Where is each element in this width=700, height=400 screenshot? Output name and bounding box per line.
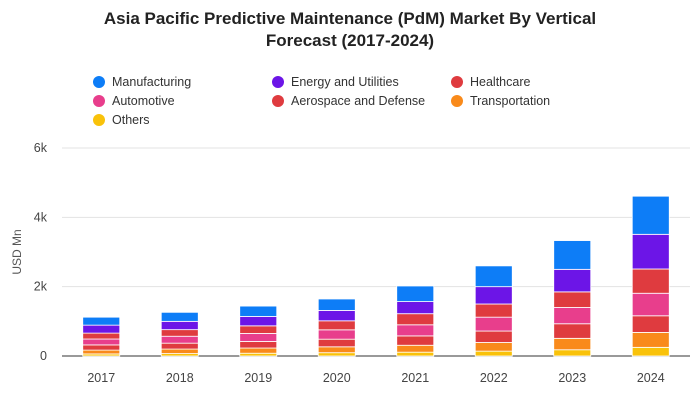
bar-segment-energy-and-utilities — [396, 301, 435, 315]
x-tick-label: 2018 — [166, 371, 194, 385]
legend-swatch — [272, 95, 284, 107]
y-tick-label: 4k — [34, 210, 48, 224]
chart-legend: Manufacturing Energy and Utilities Healt… — [93, 75, 613, 135]
bar-segment-energy-and-utilities — [317, 310, 356, 322]
bar-segment-others — [631, 346, 670, 357]
legend-label: Automotive — [112, 94, 175, 108]
bar-segment-automotive — [396, 324, 435, 337]
legend-item-others[interactable]: Others — [93, 113, 150, 127]
bar-segment-healthcare — [474, 303, 513, 318]
bar-segment-healthcare — [239, 325, 278, 334]
legend-swatch — [451, 76, 463, 88]
legend-swatch — [272, 76, 284, 88]
bar-segment-aerospace-and-defense — [474, 330, 513, 343]
x-tick-label: 2022 — [480, 371, 508, 385]
bar-segment-others — [474, 350, 513, 357]
bar-segment-others — [317, 352, 356, 357]
legend-item-energy-and-utilities[interactable]: Energy and Utilities — [272, 75, 399, 89]
x-tick-label: 2020 — [323, 371, 351, 385]
bar-segment-manufacturing — [160, 311, 199, 322]
legend-label: Healthcare — [470, 75, 531, 89]
chart-title-line-2: Forecast (2017-2024) — [265, 31, 435, 50]
bar-segment-aerospace-and-defense — [239, 341, 278, 349]
legend-swatch — [93, 95, 105, 107]
bar-segment-manufacturing — [82, 316, 121, 326]
bar-segment-automotive — [474, 316, 513, 332]
legend-label: Others — [112, 113, 150, 127]
bar-segment-aerospace-and-defense — [82, 344, 121, 351]
legend-label: Transportation — [470, 94, 551, 108]
bar-segment-manufacturing — [553, 240, 592, 270]
bar-segment-others — [553, 349, 592, 357]
bar-segment-transportation — [82, 349, 121, 355]
bar-segment-automotive — [82, 338, 121, 346]
x-tick-label: 2024 — [637, 371, 665, 385]
chart-title-line-1: Asia Pacific Predictive Maintenance (PdM… — [103, 9, 597, 28]
bar-segment-healthcare — [396, 313, 435, 326]
legend-label: Aerospace and Defense — [291, 94, 426, 108]
bar-segment-energy-and-utilities — [82, 324, 121, 334]
legend-item-healthcare[interactable]: Healthcare — [451, 75, 530, 89]
bar-segment-energy-and-utilities — [239, 316, 278, 327]
legend-label: Energy and Utilities — [291, 75, 399, 89]
y-axis-label: USD Mn — [10, 229, 24, 274]
bar-segment-aerospace-and-defense — [553, 323, 592, 339]
bar-segment-transportation — [474, 342, 513, 352]
bar-segment-transportation — [631, 332, 670, 348]
bar-segment-manufacturing — [239, 305, 278, 317]
bar-segment-transportation — [239, 347, 278, 354]
bar-segment-energy-and-utilities — [553, 268, 592, 293]
bar-segment-manufacturing — [317, 298, 356, 311]
bar-segment-others — [239, 352, 278, 357]
bar-segment-transportation — [317, 346, 356, 354]
y-tick-label: 2k — [34, 280, 48, 294]
bar-segment-manufacturing — [396, 285, 435, 302]
bar-segment-healthcare — [317, 320, 356, 331]
bar-segment-aerospace-and-defense — [396, 335, 435, 346]
chart-title: Asia Pacific Predictive Maintenance (PdM… — [0, 8, 700, 52]
bar-segment-transportation — [396, 344, 435, 353]
y-tick-label: 0 — [40, 349, 47, 363]
legend-swatch — [93, 76, 105, 88]
legend-swatch — [451, 95, 463, 107]
bar-segment-healthcare — [160, 329, 199, 337]
bar-segment-energy-and-utilities — [474, 286, 513, 305]
bar-segment-automotive — [631, 292, 670, 317]
legend-swatch — [93, 114, 105, 126]
legend-item-manufacturing[interactable]: Manufacturing — [93, 75, 191, 89]
legend-item-transportation[interactable]: Transportation — [451, 94, 550, 108]
y-tick-label: 6k — [34, 141, 48, 155]
bar-segment-manufacturing — [631, 195, 670, 235]
legend-item-automotive[interactable]: Automotive — [93, 94, 175, 108]
bar-segment-aerospace-and-defense — [160, 342, 199, 350]
x-tick-label: 2023 — [558, 371, 586, 385]
x-tick-label: 2019 — [244, 371, 272, 385]
bar-segment-aerospace-and-defense — [317, 338, 356, 348]
bar-segment-healthcare — [631, 268, 670, 294]
bar-segment-transportation — [160, 348, 199, 354]
bar-segment-automotive — [160, 335, 199, 344]
bar-segment-aerospace-and-defense — [631, 315, 670, 333]
bar-segment-automotive — [239, 333, 278, 342]
bar-segment-healthcare — [82, 332, 121, 340]
x-tick-label: 2017 — [87, 371, 115, 385]
legend-label: Manufacturing — [112, 75, 192, 89]
bar-segment-energy-and-utilities — [160, 320, 199, 331]
bar-segment-energy-and-utilities — [631, 233, 670, 270]
x-tick-label: 2021 — [401, 371, 429, 385]
bar-segment-healthcare — [553, 291, 592, 308]
bar-segment-manufacturing — [474, 265, 513, 288]
bar-segment-automotive — [553, 307, 592, 325]
bar-segment-others — [396, 351, 435, 357]
bar-segment-transportation — [553, 337, 592, 351]
bar-segment-automotive — [317, 329, 356, 340]
legend-item-aerospace-and-defense[interactable]: Aerospace and Defense — [272, 94, 425, 108]
